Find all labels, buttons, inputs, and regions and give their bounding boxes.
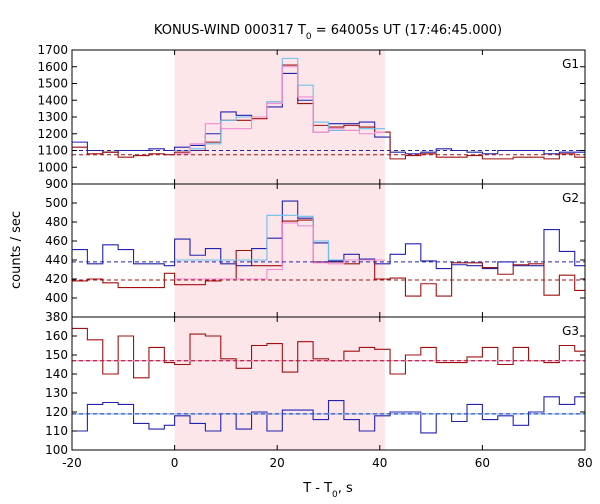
y-tick-label: 1500 — [37, 77, 68, 91]
panel-label: G2 — [562, 191, 579, 205]
series-pink-g1 — [174, 66, 385, 155]
y-tick-label: 500 — [45, 196, 68, 210]
y-tick-label: 1400 — [37, 93, 68, 107]
series-red-g1 — [72, 64, 585, 160]
x-tick-label: 60 — [475, 456, 490, 470]
panel-frame — [71, 316, 586, 451]
y-axis-label: counts / sec — [9, 211, 24, 289]
panel-label: G3 — [562, 324, 579, 338]
y-tick-label: 150 — [45, 348, 68, 362]
x-tick-label: 40 — [372, 456, 387, 470]
highlight-interval — [174, 50, 385, 450]
y-tick-label: 400 — [45, 291, 68, 305]
y-tick-label: 460 — [45, 234, 68, 248]
y-tick-label: 1100 — [37, 144, 68, 158]
y-tick-label: 160 — [45, 329, 68, 343]
y-tick-label: 900 — [45, 177, 68, 191]
y-tick-label: 1000 — [37, 160, 68, 174]
plot-area: 90010001100120013001400150016001700G1380… — [37, 43, 592, 470]
y-tick-label: 480 — [45, 215, 68, 229]
series-blue-g3 — [72, 396, 585, 434]
y-tick-label: 1200 — [37, 127, 68, 141]
series-red-g3 — [72, 327, 585, 379]
chart-title: KONUS-WIND 000317 T0 = 64005s UT (17:46:… — [154, 23, 502, 42]
series-pink-g2 — [174, 222, 385, 280]
y-tick-label: 1700 — [37, 43, 68, 57]
y-tick-label: 380 — [45, 310, 68, 324]
x-tick-label: 20 — [270, 456, 285, 470]
y-tick-label: 140 — [45, 367, 68, 381]
y-tick-label: 420 — [45, 272, 68, 286]
y-tick-label: 1600 — [37, 60, 68, 74]
y-tick-label: 130 — [45, 386, 68, 400]
x-tick-label: -20 — [62, 456, 82, 470]
y-tick-label: 120 — [45, 405, 68, 419]
y-tick-label: 100 — [45, 443, 68, 457]
x-axis-label: T - T0, s — [302, 481, 353, 500]
y-tick-label: 1300 — [37, 110, 68, 124]
y-tick-label: 110 — [45, 424, 68, 438]
y-tick-label: 440 — [45, 253, 68, 267]
x-tick-label: 0 — [171, 456, 179, 470]
panel-label: G1 — [562, 57, 579, 71]
x-tick-label: 80 — [577, 456, 592, 470]
